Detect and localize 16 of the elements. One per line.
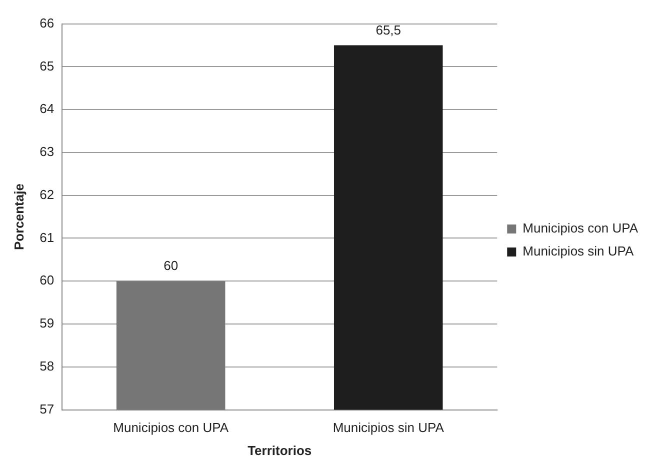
y-tick-label: 64 — [40, 101, 54, 116]
y-tick-label: 66 — [40, 15, 54, 30]
y-tick-label: 60 — [40, 272, 54, 288]
data-label: 65,5 — [376, 22, 402, 38]
legend-label: Municipios con UPA — [522, 220, 638, 236]
y-tick-label: 57 — [40, 401, 54, 416]
y-tick-label: 65 — [40, 58, 54, 74]
y-tick-label: 63 — [40, 144, 54, 160]
data-label: 60 — [164, 258, 178, 274]
y-tick-label: 62 — [40, 186, 54, 202]
legend-label: Municipios sin UPA — [522, 244, 634, 259]
x-axis-title: Territorios — [248, 442, 312, 458]
y-tick-label: 61 — [40, 230, 54, 245]
y-axis-title: Porcentaje — [11, 184, 26, 250]
y-tick-label: 58 — [40, 358, 54, 374]
y-tick-label: 59 — [40, 316, 54, 331]
